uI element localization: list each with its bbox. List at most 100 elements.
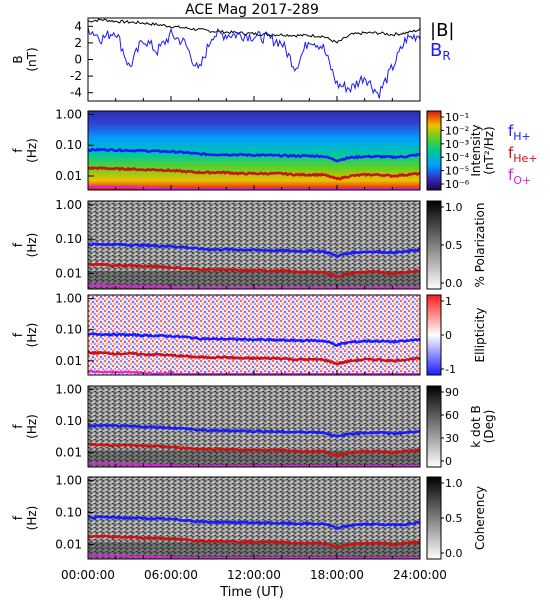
time-axis: 00:00:00 06:00:00 12:00:00 18:00:00 24:00:00… [61, 568, 447, 600]
legend-b-r-sub: R [442, 49, 450, 63]
ellipticity-ytick-label: 1.00 [55, 292, 82, 306]
ellipticity-colorbar-tick-label: 0 [445, 329, 452, 342]
polarization-colorbar-tick-label: 0.0 [445, 277, 463, 290]
intensity-ylabel-bottom: (Hz) [25, 138, 39, 163]
legend-f-o-base: f [508, 166, 514, 184]
time-tick-label: 12:00:00 [227, 568, 281, 582]
ellipticity-colorbar-label-1: Ellipticity [473, 308, 487, 363]
b-ytick-label: 4 [74, 19, 82, 33]
kdotb-colorbar-label: k dot B(Deg) [469, 405, 496, 447]
kdotb-colorbar-label-2: (Deg) [482, 410, 496, 444]
legend-f-he: fHe+ [508, 144, 538, 165]
ellipticity-ytick-label: 0.10 [55, 323, 82, 337]
legend-f-he-sub: He+ [513, 152, 537, 165]
intensity-colorbar-tick-label: 10⁻³ [445, 138, 469, 151]
kdotb-ytick-label: 0.01 [55, 446, 82, 460]
freq-legend: fH+ fHe+ fO+ [508, 122, 538, 187]
series-line-b-r [87, 27, 421, 99]
time-axis-label: Time (UT) [219, 585, 284, 600]
legend-b-r: BR [430, 40, 451, 63]
polarization-colorbar-label-1: % Polarization [473, 203, 487, 288]
polarization-ytick-label: 0.10 [55, 232, 82, 246]
coherency-colorbar-tick-label: 1.0 [445, 477, 463, 490]
intensity-line-fHe-plus [87, 166, 421, 181]
ellipticity-line-fHe-plus [87, 350, 421, 366]
ellipticity-ylabel-top: f [11, 332, 25, 337]
time-tick-labels: 00:00:00 06:00:00 12:00:00 18:00:00 24:00:00 [61, 568, 447, 582]
coherency-line-fH-plus [87, 515, 421, 530]
legend-f-h: fH+ [508, 122, 531, 143]
panel-ellipticity: f(Hz) 1.00 0.10 0.01 1 0 -1 Ellipticity [11, 292, 487, 376]
intensity-colorbar-label-2: (nT²/Hz) [482, 126, 496, 174]
intensity-colorbar-tick-label: 10⁻⁵ [445, 165, 469, 178]
panels: B(nT)420-2-4f(Hz)1.000.100.0110⁻¹10⁻²10⁻… [11, 17, 496, 560]
kdotb-colorbar-tick-label: 30 [445, 432, 459, 445]
panel-polarization: f(Hz) 1.00 0.10 0.01 1.0 0.5 0.0 % Polarization [11, 198, 487, 290]
intensity-colorbar-label-1: Intensity [469, 124, 483, 176]
polarization-colorbar-tick-label: 1.0 [445, 201, 463, 214]
intensity-colorbar-tick-label: 10⁻⁶ [445, 178, 470, 191]
b-ytick-label: -2 [70, 69, 82, 83]
ellipticity-ylabel: f(Hz) [11, 323, 39, 348]
b-field-ylabel-bottom: (nT) [25, 47, 39, 71]
polarization-ytick-label: 1.00 [55, 198, 82, 212]
series-line-b-total [87, 18, 421, 44]
legend-f-h-base: f [508, 122, 514, 140]
ellipticity-colorbar-tick-label: -1 [445, 363, 456, 376]
intensity-ylabel: f(Hz) [11, 138, 39, 163]
intensity-ylabel-top: f [11, 148, 25, 153]
coherency-ytick-label: 0.10 [55, 506, 82, 520]
coherency-colorbar-tick-label: 0.5 [445, 512, 463, 525]
polarization-ylabel: f(Hz) [11, 233, 39, 258]
polarization-colorbar-label: % Polarization [473, 203, 487, 288]
intensity-colorbar-tick-label: 10⁻⁴ [445, 151, 470, 164]
intensity-colorbar [426, 110, 442, 191]
kdotb-colorbar-tick-label: 60 [445, 409, 459, 422]
kdotb-ylabel: f(Hz) [11, 414, 39, 439]
coherency-colorbar-label-1: Coherency [473, 486, 487, 550]
intensity-colorbar-label: Intensity(nT²/Hz) [469, 124, 496, 176]
coherency-colorbar [426, 476, 442, 560]
time-tick-label: 00:00:00 [61, 568, 115, 582]
figure-title: ACE Mag 2017-289 [185, 2, 319, 18]
kdotb-ytick-label: 0.10 [55, 414, 82, 428]
coherency-ylabel: f(Hz) [11, 506, 39, 531]
kdotb-ylabel-bottom: (Hz) [25, 414, 39, 439]
kdotb-colorbar-tick-label: 90 [445, 386, 459, 399]
polarization-line-fH-plus [87, 242, 420, 259]
legend-b-r-base: B [430, 40, 442, 61]
b-ytick-label: 2 [74, 36, 82, 50]
polarization-colorbar [426, 200, 442, 290]
panel-coherency: f(Hz) 1.00 0.10 0.01 1.0 0.5 0.0 Coherency [11, 474, 487, 560]
panel-kdotb: f(Hz) 1.00 0.10 0.01 90 60 30 0 k dot B(Deg) [11, 383, 496, 468]
b-legend: |B| BR [430, 20, 454, 63]
legend-f-h-sub: H+ [513, 130, 531, 143]
kdotb-colorbar-label-1: k dot B [469, 405, 483, 447]
legend-f-o: fO+ [508, 166, 531, 187]
time-tick-label: 06:00:00 [144, 568, 198, 582]
b-ytick-label: -4 [70, 86, 82, 100]
kdotb-colorbar-tick-label: 0 [445, 455, 452, 468]
polarization-line-fHe-plus [87, 262, 421, 279]
polarization-colorbar-tick-label: 0.5 [445, 239, 463, 252]
kdotb-ytick-label: 1.00 [55, 383, 82, 397]
ellipticity-line-fH-plus [87, 332, 421, 348]
kdotb-line-fHe-plus [87, 442, 421, 458]
intensity-ytick-label: 0.01 [55, 169, 82, 183]
coherency-ylabel-bottom: (Hz) [25, 506, 39, 531]
coherency-colorbar-tick-label: 0.0 [445, 547, 463, 560]
ellipticity-colorbar-tick-label: 1 [445, 295, 452, 308]
intensity-line-fH-plus [87, 147, 421, 163]
ellipticity-ylabel-bottom: (Hz) [25, 323, 39, 348]
intensity-colorbar-tick-label: 10⁻² [445, 124, 469, 137]
polarization-ylabel-bottom: (Hz) [25, 233, 39, 258]
kdotb-colorbar [426, 385, 442, 468]
panel-intensity: f(Hz) 1.00 0.10 0.01 10⁻¹10⁻²10⁻³10⁻⁴10⁻⁵10⁻… [11, 108, 496, 191]
panel-b-field: B(nT) 4 2 0 -2 -4 [11, 17, 421, 102]
b-ytick-label: 0 [74, 53, 82, 67]
ellipticity-ytick-label: 0.01 [55, 354, 82, 368]
coherency-ytick-label: 1.00 [55, 474, 82, 488]
intensity-ytick-label: 1.00 [55, 108, 82, 122]
legend-f-he-base: f [508, 144, 514, 162]
